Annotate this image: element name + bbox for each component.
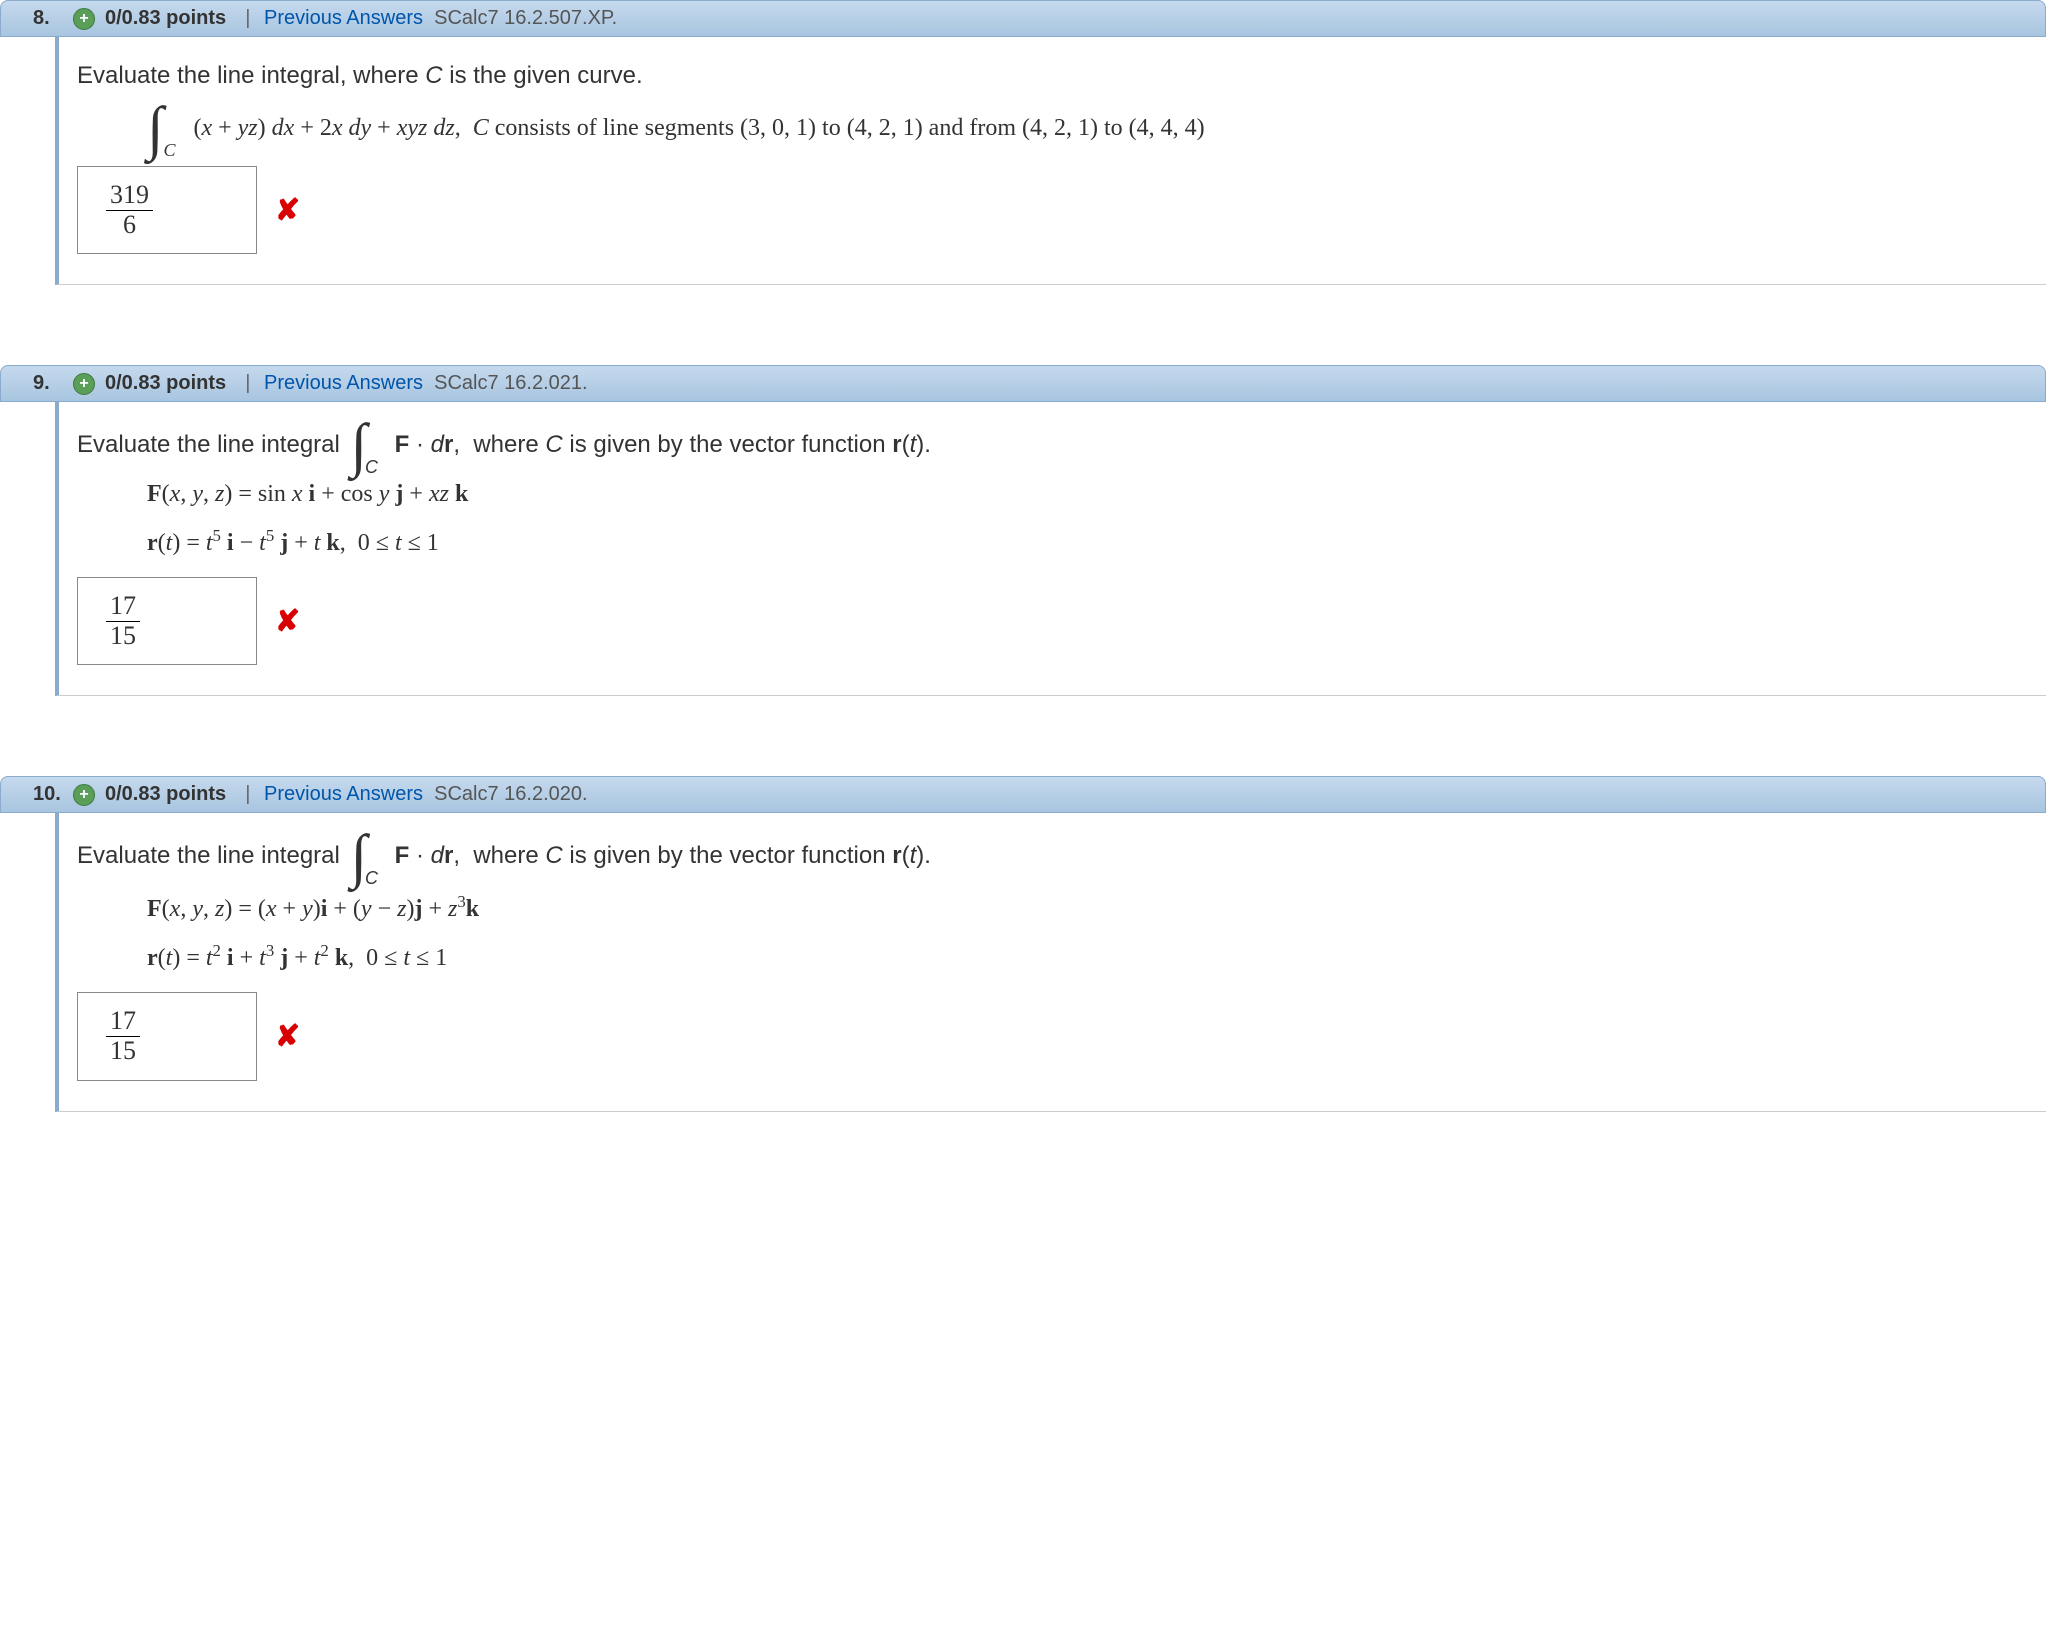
separator: | [234,372,256,395]
prompt-text: Evaluate the line integral, where C is t… [77,62,2028,90]
source-label: SCalc7 16.2.020. [434,783,587,806]
points-label: 0/0.83 points [105,7,226,30]
answer-denominator: 15 [106,1037,140,1066]
question-body: Evaluate the line integral ∫C F · dr, wh… [55,402,2046,696]
question-number: 10. [13,783,73,806]
points-label: 0/0.83 points [105,783,226,806]
answer-input[interactable]: 17 15 [77,577,257,665]
vector-field-F: F(x, y, z) = (x + y)i + (y − z)j + z3k [147,892,2028,923]
question-header: 8. + 0/0.83 points | Previous Answers SC… [0,0,2046,37]
answer-numerator: 17 [106,592,140,622]
question-block-8: 8. + 0/0.83 points | Previous Answers SC… [0,0,2046,285]
separator: | [234,783,256,806]
answer-numerator: 319 [106,181,153,211]
question-block-10: 10. + 0/0.83 points | Previous Answers S… [0,776,2046,1111]
question-header: 9. + 0/0.83 points | Previous Answers SC… [0,365,2046,402]
question-body: Evaluate the line integral, where C is t… [55,37,2046,285]
question-number: 8. [13,7,73,30]
question-number: 9. [13,372,73,395]
source-label: SCalc7 16.2.507.XP. [434,7,617,30]
answer-fraction: 17 15 [106,1007,140,1065]
answer-row: 17 15 ✘ [77,577,2028,665]
integral-subscript: C [163,140,175,161]
answer-row: 319 6 ✘ [77,166,2028,254]
prompt-text: Evaluate the line integral ∫C F · dr, wh… [77,427,2028,463]
question-header: 10. + 0/0.83 points | Previous Answers S… [0,776,2046,813]
separator: | [234,7,256,30]
answer-fraction: 17 15 [106,592,140,650]
answer-numerator: 17 [106,1007,140,1037]
integral-icon: ∫ [147,110,163,146]
answer-row: 17 15 ✘ [77,992,2028,1080]
answer-input[interactable]: 17 15 [77,992,257,1080]
parametrization-r: r(t) = t2 i + t3 j + t2 k, 0 ≤ t ≤ 1 [147,941,2028,972]
integral-subscript: C [365,868,378,889]
source-label: SCalc7 16.2.021. [434,372,587,395]
answer-input[interactable]: 319 6 [77,166,257,254]
wrong-icon: ✘ [275,193,300,228]
wrong-icon: ✘ [275,604,300,639]
question-body: Evaluate the line integral ∫C F · dr, wh… [55,813,2046,1111]
prompt-text: Evaluate the line integral ∫C F · dr, wh… [77,838,2028,874]
expand-icon[interactable]: + [73,373,95,395]
wrong-icon: ✘ [275,1019,300,1054]
points-label: 0/0.83 points [105,372,226,395]
answer-denominator: 6 [106,211,153,240]
expand-icon[interactable]: + [73,8,95,30]
question-block-9: 9. + 0/0.83 points | Previous Answers SC… [0,365,2046,696]
previous-answers-link[interactable]: Previous Answers [264,7,423,30]
answer-fraction: 319 6 [106,181,153,239]
vector-field-F: F(x, y, z) = sin x i + cos y j + xz k [147,481,2028,508]
parametrization-r: r(t) = t5 i − t5 j + t k, 0 ≤ t ≤ 1 [147,526,2028,557]
integral-expression: ∫C (x + yz) dx + 2x dy + xyz dz, C consi… [147,110,2028,146]
expand-icon[interactable]: + [73,784,95,806]
previous-answers-link[interactable]: Previous Answers [264,783,423,806]
previous-answers-link[interactable]: Previous Answers [264,372,423,395]
integral-subscript: C [365,457,378,478]
answer-denominator: 15 [106,622,140,651]
